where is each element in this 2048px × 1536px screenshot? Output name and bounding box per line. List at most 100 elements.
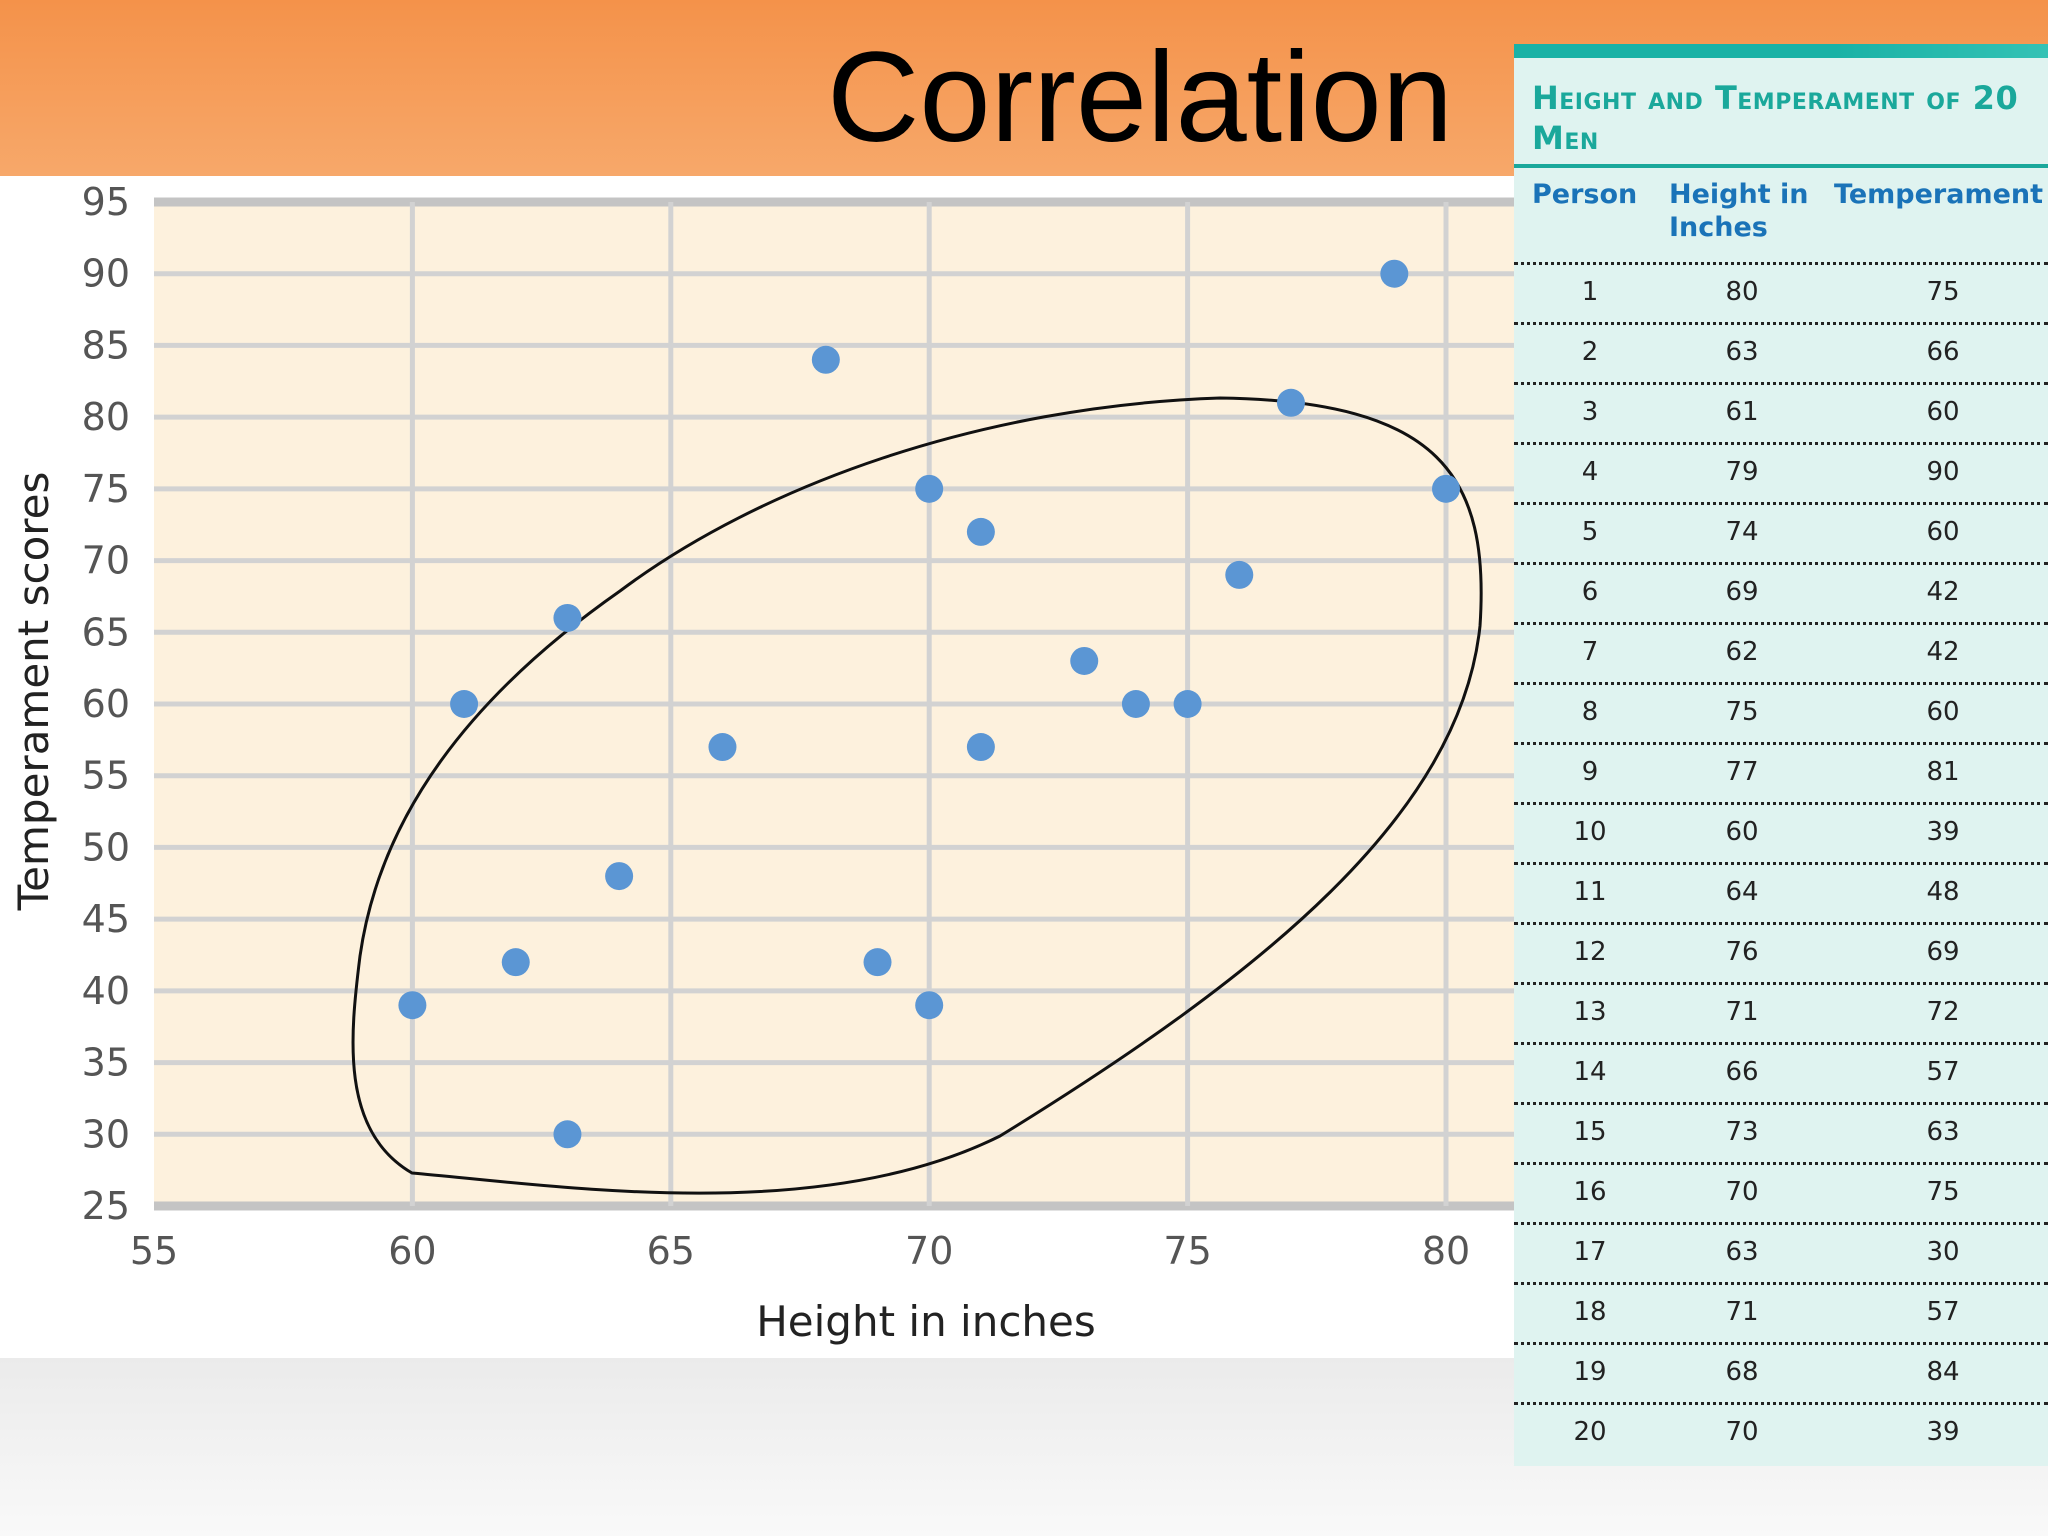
- slide-title: Correlation: [826, 26, 1454, 169]
- temperament-cell: 42: [1926, 577, 1960, 607]
- table-row: 20 70 39: [1514, 1402, 2048, 1462]
- y-tick-label: 75: [82, 467, 130, 511]
- person-cell: 8: [1581, 697, 1599, 727]
- y-axis-label: Temperament scores: [9, 472, 58, 912]
- temperament-cell: 75: [1926, 1177, 1960, 1207]
- person-cell: 7: [1581, 637, 1599, 667]
- table-row: 15 73 63: [1514, 1102, 2048, 1162]
- y-tick-label: 55: [82, 754, 130, 798]
- x-tick-label: 70: [905, 1229, 953, 1273]
- data-table-panel: Height and Temperament of 20 Men Person …: [1514, 44, 2048, 1466]
- person-cell: 16: [1573, 1177, 1607, 1207]
- temperament-cell: 72: [1926, 997, 1960, 1027]
- height-cell: 66: [1725, 1057, 1759, 1087]
- table-row: 1 80 75: [1514, 262, 2048, 322]
- height-cell: 76: [1725, 937, 1759, 967]
- y-tick-label: 30: [82, 1112, 130, 1156]
- y-tick-label: 25: [82, 1184, 130, 1228]
- table-row: 13 71 72: [1514, 982, 2048, 1042]
- data-point: [863, 948, 892, 977]
- data-point: [553, 1120, 582, 1149]
- y-tick-label: 90: [82, 252, 130, 296]
- temperament-cell: 48: [1926, 877, 1960, 907]
- grid-layer: [154, 197, 1514, 1211]
- data-point: [398, 991, 427, 1020]
- column-header-height: Height in Inches: [1669, 179, 1809, 243]
- data-point: [966, 517, 995, 546]
- temperament-cell: 84: [1926, 1357, 1960, 1387]
- table-row: 16 70 75: [1514, 1162, 2048, 1222]
- person-cell: 12: [1573, 937, 1607, 967]
- height-cell: 70: [1725, 1177, 1759, 1207]
- height-cell: 68: [1725, 1357, 1759, 1387]
- temperament-cell: 60: [1926, 517, 1960, 547]
- person-cell: 17: [1573, 1237, 1607, 1267]
- table-row: 18 71 57: [1514, 1282, 2048, 1342]
- y-tick-label: 80: [82, 395, 130, 439]
- table-row: 14 66 57: [1514, 1042, 2048, 1102]
- data-point: [1225, 560, 1254, 589]
- data-point: [1173, 690, 1202, 718]
- enclosing-ellipse: [351, 396, 1483, 1195]
- height-cell: 79: [1725, 457, 1759, 487]
- table-row: 7 62 42: [1514, 622, 2048, 682]
- person-cell: 20: [1573, 1417, 1607, 1447]
- height-cell: 80: [1725, 277, 1759, 307]
- table-row: 10 60 39: [1514, 802, 2048, 862]
- person-cell: 13: [1573, 997, 1607, 1027]
- table-title-divider: [1514, 164, 2048, 168]
- temperament-cell: 69: [1926, 937, 1960, 967]
- data-point: [1070, 646, 1099, 675]
- temperament-cell: 75: [1926, 277, 1960, 307]
- data-point: [966, 733, 995, 762]
- height-cell: 63: [1725, 1237, 1759, 1267]
- data-point: [501, 948, 530, 977]
- height-cell: 62: [1725, 637, 1759, 667]
- temperament-cell: 66: [1926, 337, 1960, 367]
- table-row: 9 77 81: [1514, 742, 2048, 802]
- person-cell: 10: [1573, 817, 1607, 847]
- y-tick-label: 85: [82, 323, 130, 367]
- temperament-cell: 63: [1926, 1117, 1960, 1147]
- height-cell: 71: [1725, 997, 1759, 1027]
- temperament-cell: 60: [1926, 697, 1960, 727]
- person-cell: 5: [1581, 517, 1599, 547]
- height-cell: 73: [1725, 1117, 1759, 1147]
- table-row: 11 64 48: [1514, 862, 2048, 922]
- scatter-chart-svg: 25 30 35 40 45 50 55 60 65 70 75 80 85 90 95 55 60 65 70 75…: [9, 180, 1514, 1346]
- table-row: 19 68 84: [1514, 1342, 2048, 1402]
- height-cell: 61: [1725, 397, 1759, 427]
- height-cell: 60: [1725, 817, 1759, 847]
- table-body: 1 80 75 2 63 66 3 61 60 4 79 90 5 74 60 6 69 42 7 62 42 8 75 60…: [1514, 262, 2048, 1462]
- height-cell: 63: [1725, 337, 1759, 367]
- person-cell: 11: [1573, 877, 1607, 907]
- data-point: [708, 733, 737, 762]
- column-header-person: Person: [1532, 179, 1638, 210]
- person-cell: 9: [1581, 757, 1599, 787]
- height-cell: 64: [1725, 877, 1759, 907]
- temperament-cell: 90: [1926, 457, 1960, 487]
- person-cell: 14: [1573, 1057, 1607, 1087]
- temperament-cell: 57: [1926, 1057, 1960, 1087]
- data-point: [811, 345, 840, 374]
- y-tick-label: 45: [82, 897, 130, 941]
- table-row: 8 75 60: [1514, 682, 2048, 742]
- tick-label-layer: 25 30 35 40 45 50 55 60 65 70 75 80 85 90 95 55 60 65 70 75…: [82, 180, 1471, 1273]
- person-cell: 2: [1581, 337, 1599, 367]
- point-layer: [398, 259, 1460, 1149]
- person-cell: 19: [1573, 1357, 1607, 1387]
- table-row: 6 69 42: [1514, 562, 2048, 622]
- data-point: [1432, 474, 1460, 503]
- x-tick-label: 80: [1422, 1229, 1470, 1273]
- x-axis-label: Height in inches: [756, 1297, 1096, 1346]
- person-cell: 18: [1573, 1297, 1607, 1327]
- x-tick-label: 60: [388, 1229, 436, 1273]
- data-point: [1121, 690, 1150, 718]
- data-point: [605, 862, 634, 891]
- table-title: Height and Temperament of 20 Men: [1532, 79, 2019, 157]
- temperament-cell: 39: [1926, 817, 1960, 847]
- table-row: 12 76 69: [1514, 922, 2048, 982]
- y-tick-label: 50: [82, 825, 130, 869]
- data-point: [915, 991, 944, 1020]
- table-row: 17 63 30: [1514, 1222, 2048, 1282]
